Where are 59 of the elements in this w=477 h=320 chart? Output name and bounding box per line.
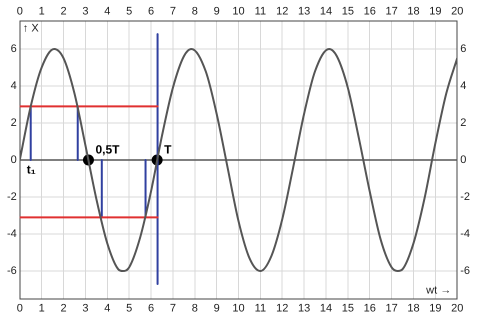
y2-tick-label: 4	[460, 80, 466, 92]
x-tick-label: 1	[38, 6, 45, 18]
x-tick-label: 5	[126, 6, 132, 18]
y2-tick-label: 6	[460, 42, 466, 55]
x2-tick-label: 17	[385, 302, 398, 314]
x2-tick-label: 5	[126, 302, 132, 314]
x-tick-label: 3	[82, 6, 88, 18]
y-tick-label: 0	[10, 154, 17, 166]
y-tick-label: -2	[7, 191, 17, 204]
x2-tick-label: 9	[214, 302, 220, 314]
x-tick-label: 7	[170, 6, 176, 18]
y-axis-title: ↑ X	[22, 22, 40, 35]
x2-tick-label: 11	[254, 302, 266, 314]
x-tick-label: 15	[342, 6, 354, 18]
y2-tick-label: 2	[460, 117, 466, 130]
y-tick-label: -6	[7, 265, 17, 278]
y2-tick-label: -2	[460, 191, 470, 204]
y-tick-label: 4	[10, 80, 17, 92]
x-tick-label: 8	[192, 6, 198, 18]
annotation: t₁	[26, 162, 36, 176]
x2-tick-label: 7	[170, 302, 176, 314]
x-tick-label: 14	[320, 6, 332, 18]
x2-tick-label: 14	[320, 302, 332, 314]
x2-tick-label: 8	[192, 302, 198, 314]
x-axis-title: wt →	[425, 284, 452, 296]
y2-tick-label: 0	[460, 154, 466, 166]
x2-tick-label: 2	[60, 302, 67, 314]
x2-tick-label: 6	[148, 302, 154, 314]
x2-tick-label: 4	[104, 302, 110, 314]
x2-tick-label: 16	[364, 302, 376, 314]
y-tick-label: 6	[10, 42, 17, 55]
x2-tick-label: 3	[82, 302, 88, 314]
x-tick-label: 13	[298, 6, 310, 18]
annotation: T	[164, 142, 172, 156]
x-tick-label: 17	[385, 6, 398, 18]
x-tick-label: 9	[214, 6, 220, 18]
y2-tick-label: -4	[460, 228, 470, 240]
y-tick-label: -4	[7, 228, 17, 240]
x-tick-label: 10	[232, 6, 245, 18]
x2-tick-label: 19	[429, 302, 442, 314]
x-tick-label: 11	[254, 6, 266, 18]
x2-tick-label: 20	[451, 302, 464, 314]
x-tick-label: 19	[429, 6, 442, 18]
y-tick-label: 2	[10, 117, 17, 130]
x-tick-label: 6	[148, 6, 154, 18]
x2-tick-label: 1	[38, 302, 45, 314]
x2-tick-label: 13	[298, 302, 310, 314]
x-tick-label: 20	[451, 6, 464, 18]
x-tick-label: 2	[60, 6, 67, 18]
x2-tick-label: 12	[276, 302, 288, 314]
x2-tick-label: 18	[407, 302, 420, 314]
x2-tick-label: 10	[232, 302, 245, 314]
x-tick-label: 12	[276, 6, 288, 18]
annotation: 0,5T	[95, 142, 120, 156]
x-tick-label: 4	[104, 6, 110, 18]
x-tick-label: 16	[364, 6, 376, 18]
x2-tick-label: 15	[342, 302, 354, 314]
y2-tick-label: -6	[460, 265, 470, 278]
x-tick-label: 18	[407, 6, 420, 18]
